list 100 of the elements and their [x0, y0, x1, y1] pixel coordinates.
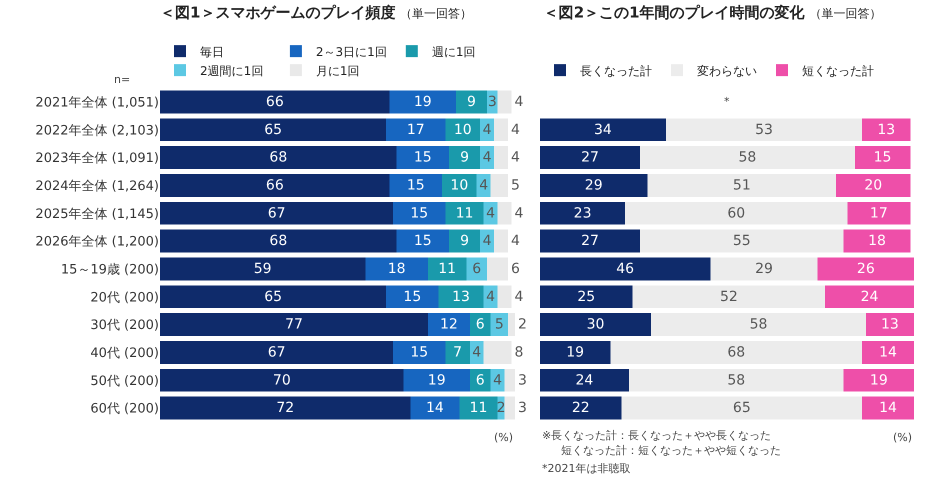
data-label: 13 — [452, 288, 470, 305]
y-tick-label: 20代 (200) — [90, 290, 159, 306]
data-label: 3 — [488, 94, 497, 110]
data-label: 52 — [720, 288, 738, 305]
data-label: 67 — [268, 205, 286, 222]
data-label: 19 — [414, 94, 432, 110]
data-label: 27 — [581, 150, 599, 166]
bar — [490, 313, 508, 336]
data-label: 4 — [514, 288, 524, 305]
data-label: 10 — [450, 177, 468, 194]
y-tick-label: 2025年全体 (1,145) — [35, 206, 159, 222]
data-label: 65 — [732, 400, 751, 416]
data-label: 67 — [268, 344, 286, 360]
data-label: 14 — [879, 400, 898, 416]
bar — [160, 368, 404, 392]
text: *2021年は非聴取 — [542, 462, 630, 475]
data-label: 15 — [406, 177, 425, 194]
data-label: 13 — [877, 122, 896, 138]
bar — [540, 230, 640, 252]
chart-subtitle: （単一回答） — [809, 6, 882, 21]
data-label: 8 — [514, 344, 524, 360]
bar — [410, 396, 460, 420]
data-label: 30 — [586, 316, 604, 333]
text: n= — [114, 73, 130, 86]
legend-label: 2週間に1回 — [200, 64, 264, 78]
y-tick-label: 30代 (200) — [90, 318, 159, 334]
data-label: 58 — [727, 372, 746, 388]
data-label: 55 — [732, 233, 751, 250]
bar — [160, 396, 411, 420]
bar — [508, 313, 515, 336]
bar — [540, 285, 633, 308]
data-label: 68 — [269, 150, 288, 166]
data-label: 19 — [870, 372, 888, 388]
data-label: 6 — [472, 260, 482, 277]
data-label: 5 — [511, 177, 520, 194]
bar — [632, 285, 826, 308]
bar — [710, 258, 818, 280]
data-label: 46 — [616, 260, 634, 277]
data-label: 3 — [518, 372, 527, 388]
data-label: 4 — [511, 233, 520, 250]
bar — [494, 118, 508, 142]
y-tick-label: 2021年全体 (1,051) — [35, 95, 159, 110]
data-label: 60 — [727, 205, 746, 222]
data-label: 4 — [514, 94, 524, 110]
bar — [445, 202, 484, 225]
bar — [504, 396, 515, 420]
bar — [540, 258, 710, 280]
bar — [844, 230, 910, 252]
bar — [504, 368, 515, 392]
data-label: 15 — [414, 150, 432, 166]
bar — [393, 202, 446, 225]
data-label: 18 — [868, 233, 886, 250]
bar — [854, 146, 910, 169]
chart-title: ＜図2＞この1年間のプレイ時間の変化 — [544, 4, 806, 22]
data-label: 14 — [426, 400, 444, 416]
legend-label: 2～3日に1回 — [316, 44, 387, 59]
bar — [160, 118, 386, 142]
bar — [625, 202, 848, 225]
bar — [487, 258, 508, 280]
data-label: 4 — [472, 344, 482, 360]
data-label: 2 — [518, 316, 527, 333]
data-label: 66 — [266, 94, 284, 110]
bar — [498, 202, 512, 225]
y-tick-label: 2026年全体 (1,200) — [35, 234, 159, 250]
data-label: 68 — [269, 233, 288, 250]
data-label: 26 — [856, 260, 875, 277]
bar — [862, 341, 914, 364]
legend-label: 月に1回 — [316, 64, 360, 78]
bar — [428, 313, 470, 336]
y-tick-label: 2022年全体 (2,103) — [35, 123, 159, 138]
bar — [442, 174, 477, 197]
data-label: 22 — [572, 400, 590, 416]
data-label: 6 — [511, 260, 520, 277]
bar — [386, 118, 446, 142]
data-label: 29 — [755, 260, 773, 277]
bar — [540, 396, 622, 420]
data-label: 18 — [388, 260, 406, 277]
y-tick-label: 40代 (200) — [90, 346, 159, 361]
data-label: 77 — [285, 316, 303, 333]
data-label: 15 — [403, 288, 422, 305]
data-label: 65 — [264, 288, 282, 305]
data-label: 7 — [453, 344, 462, 360]
bar — [540, 146, 640, 169]
bar — [836, 174, 910, 197]
data-label: 20 — [864, 177, 882, 194]
y-tick-label: 60代 (200) — [90, 402, 159, 417]
data-label: 14 — [879, 344, 898, 360]
data-label: 11 — [456, 205, 474, 222]
bar — [494, 230, 508, 252]
bar — [640, 146, 855, 169]
data-label: 19 — [566, 344, 584, 360]
bar — [540, 174, 648, 197]
bar — [640, 230, 844, 252]
data-label: 4 — [514, 205, 524, 222]
legend-label: 週に1回 — [432, 44, 476, 59]
bar — [844, 368, 914, 392]
bar — [647, 174, 836, 197]
bar — [160, 146, 397, 169]
data-label: 10 — [454, 122, 472, 138]
data-label: 24 — [575, 372, 594, 388]
